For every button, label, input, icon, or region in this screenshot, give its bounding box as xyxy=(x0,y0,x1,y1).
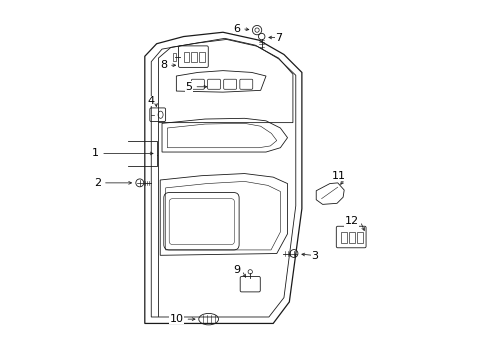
Text: 1: 1 xyxy=(92,148,99,158)
Text: 4: 4 xyxy=(147,96,154,106)
Text: 3: 3 xyxy=(310,251,317,261)
Bar xyxy=(348,232,354,243)
Text: 8: 8 xyxy=(160,60,167,70)
Bar xyxy=(172,53,175,60)
Bar xyxy=(341,232,346,243)
Bar xyxy=(191,51,197,62)
Text: 11: 11 xyxy=(331,171,345,181)
Bar xyxy=(199,51,204,62)
Text: 10: 10 xyxy=(169,314,183,324)
Text: 12: 12 xyxy=(344,216,358,226)
Bar xyxy=(356,232,362,243)
Text: 6: 6 xyxy=(233,24,240,34)
Text: 5: 5 xyxy=(185,82,192,92)
Text: 7: 7 xyxy=(275,33,282,43)
Text: 9: 9 xyxy=(233,265,240,275)
Text: 2: 2 xyxy=(94,178,101,188)
Bar xyxy=(183,51,189,62)
